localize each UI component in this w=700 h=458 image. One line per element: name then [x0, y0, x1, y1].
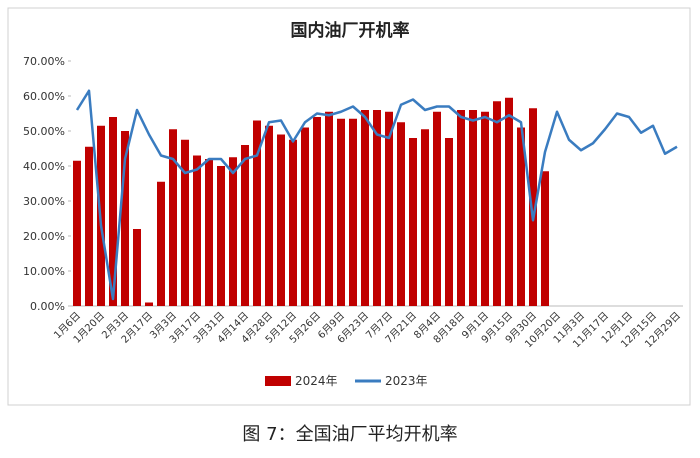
y-tick-label: 30.00% — [23, 195, 65, 208]
bar — [397, 122, 405, 306]
bar — [433, 111, 441, 306]
bar — [205, 159, 213, 306]
bar — [313, 117, 321, 306]
bar — [325, 111, 333, 306]
bar — [517, 127, 525, 306]
bar — [409, 138, 417, 306]
y-tick-label: 0.00% — [30, 300, 65, 313]
bar — [373, 110, 381, 306]
chart-title: 国内油厂开机率 — [291, 20, 410, 41]
bar — [169, 129, 177, 306]
bar — [457, 110, 465, 306]
legend-swatch — [265, 376, 291, 386]
y-tick-label: 10.00% — [23, 265, 65, 278]
bar — [529, 108, 537, 306]
legend-label: 2023年 — [385, 374, 428, 388]
bar — [85, 146, 93, 306]
caption: 图 7：全国油厂平均开机率 — [242, 424, 457, 445]
bar — [265, 125, 273, 306]
y-tick-label: 40.00% — [23, 160, 65, 173]
bar — [301, 127, 309, 306]
chart-border — [7, 7, 691, 406]
bar — [229, 157, 237, 306]
y-tick-label: 50.00% — [23, 125, 65, 138]
legend-label: 2024年 — [295, 374, 338, 388]
bar — [421, 129, 429, 306]
bar — [193, 155, 201, 306]
bar — [469, 110, 477, 306]
bar — [109, 117, 117, 306]
bar — [505, 97, 513, 306]
bar — [349, 118, 357, 306]
bar — [121, 131, 129, 306]
bar — [73, 160, 81, 306]
y-tick-label: 70.00% — [23, 55, 65, 68]
y-tick-label: 60.00% — [23, 90, 65, 103]
bar — [157, 181, 165, 306]
bar — [277, 134, 285, 306]
bar — [541, 171, 549, 306]
line — [75, 89, 678, 301]
bar — [133, 229, 141, 306]
y-tick-label: 20.00% — [23, 230, 65, 243]
bar — [289, 139, 297, 306]
bar — [385, 111, 393, 306]
bar — [337, 118, 345, 306]
bar — [493, 101, 501, 306]
bar — [361, 110, 369, 306]
bar — [217, 166, 225, 306]
bar — [241, 145, 249, 306]
bar — [145, 302, 153, 306]
bar — [445, 138, 453, 306]
bar — [181, 139, 189, 306]
bar — [481, 111, 489, 306]
bar — [253, 120, 261, 306]
